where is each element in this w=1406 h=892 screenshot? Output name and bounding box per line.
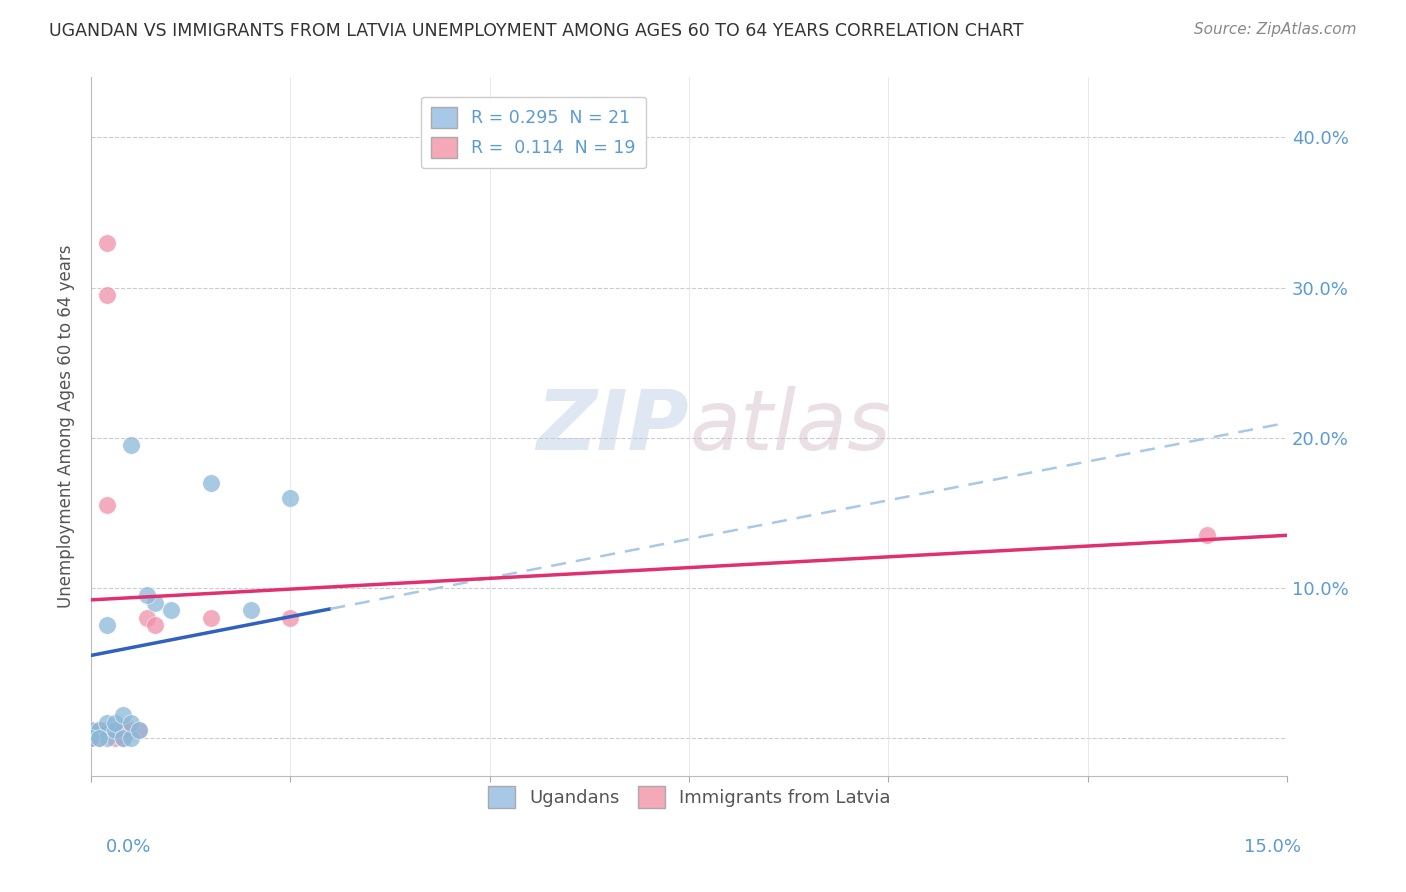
Point: [160, 603, 183, 617]
Point: [112, 731, 135, 745]
Text: UGANDAN VS IMMIGRANTS FROM LATVIA UNEMPLOYMENT AMONG AGES 60 TO 64 YEARS CORRELA: UGANDAN VS IMMIGRANTS FROM LATVIA UNEMPL…: [49, 22, 1024, 40]
Point: [80, 731, 103, 745]
Point: [96, 498, 118, 512]
Point: [96, 723, 118, 738]
Point: [120, 716, 142, 731]
Text: Source: ZipAtlas.com: Source: ZipAtlas.com: [1194, 22, 1357, 37]
Point: [112, 708, 135, 723]
Point: [96, 235, 118, 250]
Point: [89, 731, 111, 745]
Point: [112, 723, 135, 738]
Point: [200, 475, 222, 490]
Point: [89, 723, 111, 738]
Point: [89, 723, 111, 738]
Point: [104, 723, 127, 738]
Point: [136, 611, 159, 625]
Legend: Ugandans, Immigrants from Latvia: Ugandans, Immigrants from Latvia: [481, 779, 898, 815]
Point: [80, 731, 103, 745]
Point: [104, 716, 127, 731]
Point: [1197, 528, 1219, 542]
Point: [104, 731, 127, 745]
Point: [112, 731, 135, 745]
Point: [280, 491, 302, 505]
Text: ZIP: ZIP: [537, 386, 689, 467]
Point: [89, 731, 111, 745]
Point: [280, 611, 302, 625]
Point: [143, 618, 166, 632]
Text: 15.0%: 15.0%: [1243, 838, 1301, 855]
Text: 0.0%: 0.0%: [105, 838, 150, 855]
Point: [104, 723, 127, 738]
Point: [96, 618, 118, 632]
Point: [80, 723, 103, 738]
Point: [200, 611, 222, 625]
Y-axis label: Unemployment Among Ages 60 to 64 years: Unemployment Among Ages 60 to 64 years: [58, 244, 75, 608]
Point: [96, 288, 118, 302]
Point: [96, 716, 118, 731]
Point: [120, 731, 142, 745]
Point: [143, 596, 166, 610]
Point: [120, 723, 142, 738]
Point: [80, 731, 103, 745]
Point: [136, 588, 159, 602]
Text: atlas: atlas: [689, 386, 891, 467]
Point: [96, 731, 118, 745]
Point: [128, 723, 150, 738]
Point: [239, 603, 262, 617]
Point: [120, 438, 142, 452]
Point: [128, 723, 150, 738]
